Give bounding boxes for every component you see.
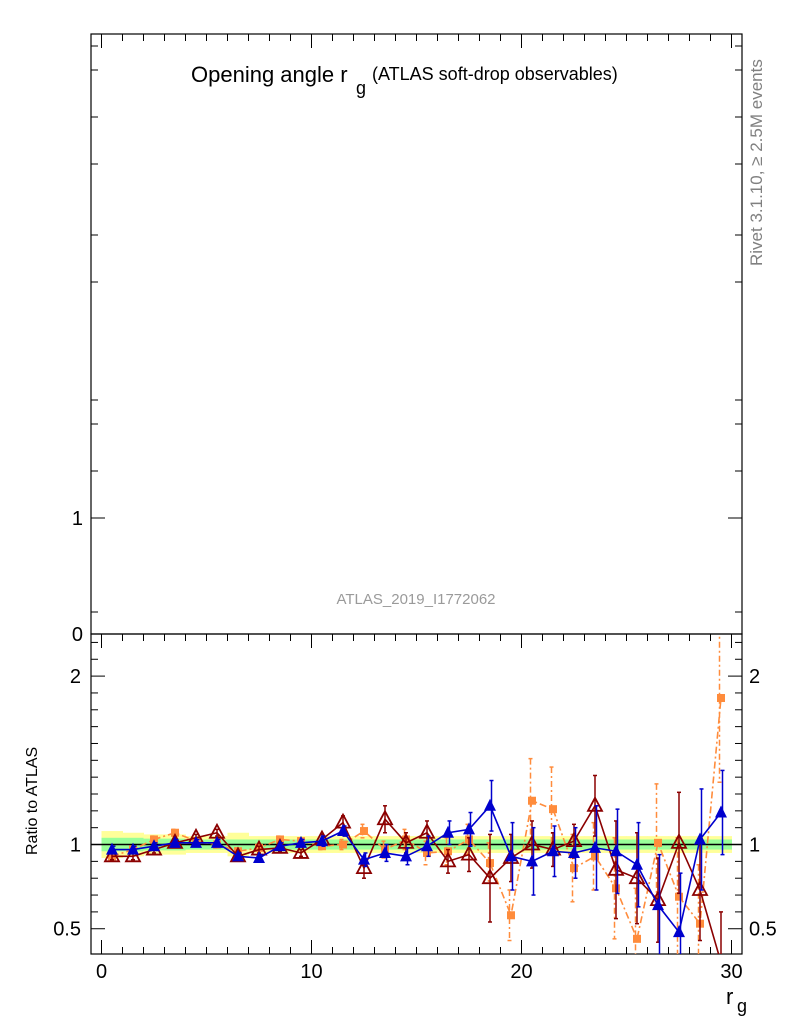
data-point [675, 892, 683, 901]
ratio-xtick-label-10: 10 [300, 961, 322, 983]
ratio-ytick-label-right-1: 1 [749, 835, 760, 857]
data-point [463, 822, 475, 835]
main-ytick-label-0: 0 [72, 624, 83, 646]
data-point [339, 840, 347, 849]
data-point [549, 805, 557, 814]
data-point [337, 824, 349, 837]
data-point [295, 835, 307, 848]
data-point [481, 868, 499, 885]
data-point [253, 851, 265, 863]
data-point [628, 868, 646, 885]
data-point [460, 844, 478, 861]
main-panel-ticks [91, 34, 742, 613]
ratio-ytick-label-right-2: 2 [749, 666, 760, 688]
chart-title-suffix: (ATLAS soft-drop observables) [372, 64, 618, 84]
data-point [568, 845, 580, 858]
data-point [670, 832, 688, 849]
data-point [673, 925, 685, 938]
data-point [190, 835, 202, 848]
data-point [607, 859, 625, 876]
data-point [633, 934, 641, 943]
data-point [103, 846, 121, 863]
series-filled-triangle [106, 769, 727, 954]
series-line [112, 804, 722, 934]
main-panel-frame [90, 33, 743, 635]
series-line [111, 697, 722, 942]
data-point [717, 694, 725, 702]
data-point [484, 798, 496, 811]
data-point [316, 834, 328, 847]
ratio-series-content [103, 634, 727, 954]
data-point [400, 849, 412, 862]
data-point [505, 849, 517, 862]
ratio-ytick-label-1: 1 [70, 835, 81, 857]
data-point [691, 880, 709, 896]
ratio-xtick-label-0: 0 [96, 961, 107, 983]
data-point [631, 857, 643, 870]
data-point [439, 851, 457, 868]
data-point [211, 835, 223, 848]
analysis-label: ATLAS_2019_I1772062 [336, 591, 495, 608]
data-point [652, 898, 664, 911]
data-point [292, 843, 310, 859]
data-point [148, 839, 160, 852]
ratio-xtick-label-20: 20 [510, 961, 532, 983]
data-point [106, 842, 118, 855]
ratio-series [103, 634, 727, 954]
ratio-xtick-label-30: 30 [720, 961, 742, 983]
data-point [418, 822, 436, 839]
rivet-version-label: Rivet 3.1.10, ≥ 2.5M events [747, 59, 766, 266]
data-point [360, 827, 368, 836]
xlabel: r [726, 984, 733, 1009]
main-ytick-label-1: 1 [72, 508, 83, 530]
series-line [112, 803, 720, 954]
data-point [570, 864, 578, 873]
data-point [376, 809, 394, 826]
data-point [507, 911, 515, 920]
data-point [654, 838, 662, 847]
ratio-ylabel: Ratio to ATLAS [24, 747, 41, 855]
series-open-triangle [103, 774, 723, 954]
chart-title: Opening angle r [191, 62, 348, 87]
data-point [591, 852, 599, 861]
data-point [232, 849, 244, 862]
data-point [421, 839, 433, 852]
data-point [169, 835, 181, 848]
ratio-ytick-label-right-0.5: 0.5 [749, 919, 777, 941]
xlabel-subscript: g [737, 996, 747, 1016]
data-point [547, 844, 559, 857]
ratio-ytick-label-0.5: 0.5 [53, 919, 81, 941]
data-point [528, 796, 536, 805]
data-point [423, 848, 431, 857]
data-point [274, 839, 286, 852]
series-square [108, 634, 725, 954]
data-point [171, 828, 179, 837]
ratio-panel-ticks [91, 634, 742, 954]
data-point [379, 845, 391, 858]
data-point [694, 832, 706, 845]
data-point [526, 854, 538, 867]
data-point [124, 846, 142, 863]
data-point [610, 844, 622, 857]
data-point [586, 795, 604, 812]
data-point [589, 840, 601, 853]
data-point [442, 825, 454, 838]
ratio-ytick-label-2: 2 [70, 666, 81, 688]
data-point [358, 852, 370, 865]
data-point [523, 834, 541, 851]
data-point [127, 842, 139, 855]
chart-title-subscript: g [356, 78, 366, 98]
data-point [715, 805, 727, 818]
